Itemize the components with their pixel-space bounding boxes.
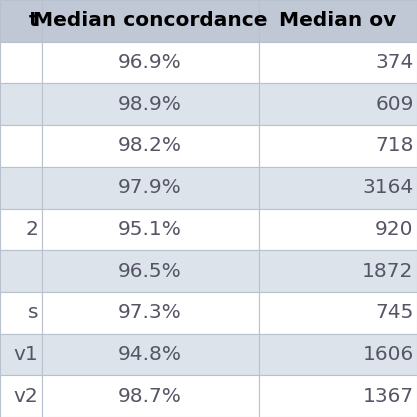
Bar xyxy=(259,167,417,208)
Text: 96.5%: 96.5% xyxy=(118,261,182,281)
Text: 374: 374 xyxy=(375,53,414,72)
Text: 1872: 1872 xyxy=(362,261,414,281)
Bar xyxy=(259,250,417,292)
Text: v2: v2 xyxy=(14,387,38,406)
Bar xyxy=(0,334,42,375)
Bar xyxy=(42,334,259,375)
Bar xyxy=(0,0,42,42)
Text: 96.9%: 96.9% xyxy=(118,53,182,72)
Text: 98.7%: 98.7% xyxy=(118,387,182,406)
Bar xyxy=(0,42,42,83)
Bar xyxy=(0,208,42,250)
Text: v1: v1 xyxy=(14,345,38,364)
Bar xyxy=(0,125,42,167)
Text: 1367: 1367 xyxy=(362,387,414,406)
Bar xyxy=(0,83,42,125)
Bar xyxy=(42,83,259,125)
Text: 2: 2 xyxy=(25,220,38,239)
Bar xyxy=(0,292,42,334)
Bar xyxy=(259,334,417,375)
Text: s: s xyxy=(28,303,38,322)
Text: 97.9%: 97.9% xyxy=(118,178,182,197)
Bar xyxy=(42,42,259,83)
Bar xyxy=(259,208,417,250)
Text: 97.3%: 97.3% xyxy=(118,303,182,322)
Bar xyxy=(42,167,259,208)
Bar xyxy=(42,125,259,167)
Bar xyxy=(0,375,42,417)
Bar xyxy=(259,125,417,167)
Bar xyxy=(42,250,259,292)
Bar xyxy=(259,83,417,125)
Bar xyxy=(0,167,42,208)
Bar xyxy=(259,292,417,334)
Bar xyxy=(0,250,42,292)
Text: t: t xyxy=(29,11,38,30)
Bar xyxy=(42,208,259,250)
Bar xyxy=(42,292,259,334)
Text: 1606: 1606 xyxy=(362,345,414,364)
Text: 609: 609 xyxy=(375,95,414,114)
Text: 98.9%: 98.9% xyxy=(118,95,182,114)
Text: 98.2%: 98.2% xyxy=(118,136,182,156)
Bar xyxy=(259,42,417,83)
Text: 94.8%: 94.8% xyxy=(118,345,182,364)
Text: 95.1%: 95.1% xyxy=(118,220,182,239)
Bar xyxy=(42,375,259,417)
Text: 745: 745 xyxy=(375,303,414,322)
Text: 3164: 3164 xyxy=(362,178,414,197)
Bar xyxy=(42,0,259,42)
Text: Median ov: Median ov xyxy=(279,11,397,30)
Text: Median concordance: Median concordance xyxy=(33,11,267,30)
Text: 920: 920 xyxy=(375,220,414,239)
Bar xyxy=(259,375,417,417)
Bar xyxy=(259,0,417,42)
Text: 718: 718 xyxy=(375,136,414,156)
